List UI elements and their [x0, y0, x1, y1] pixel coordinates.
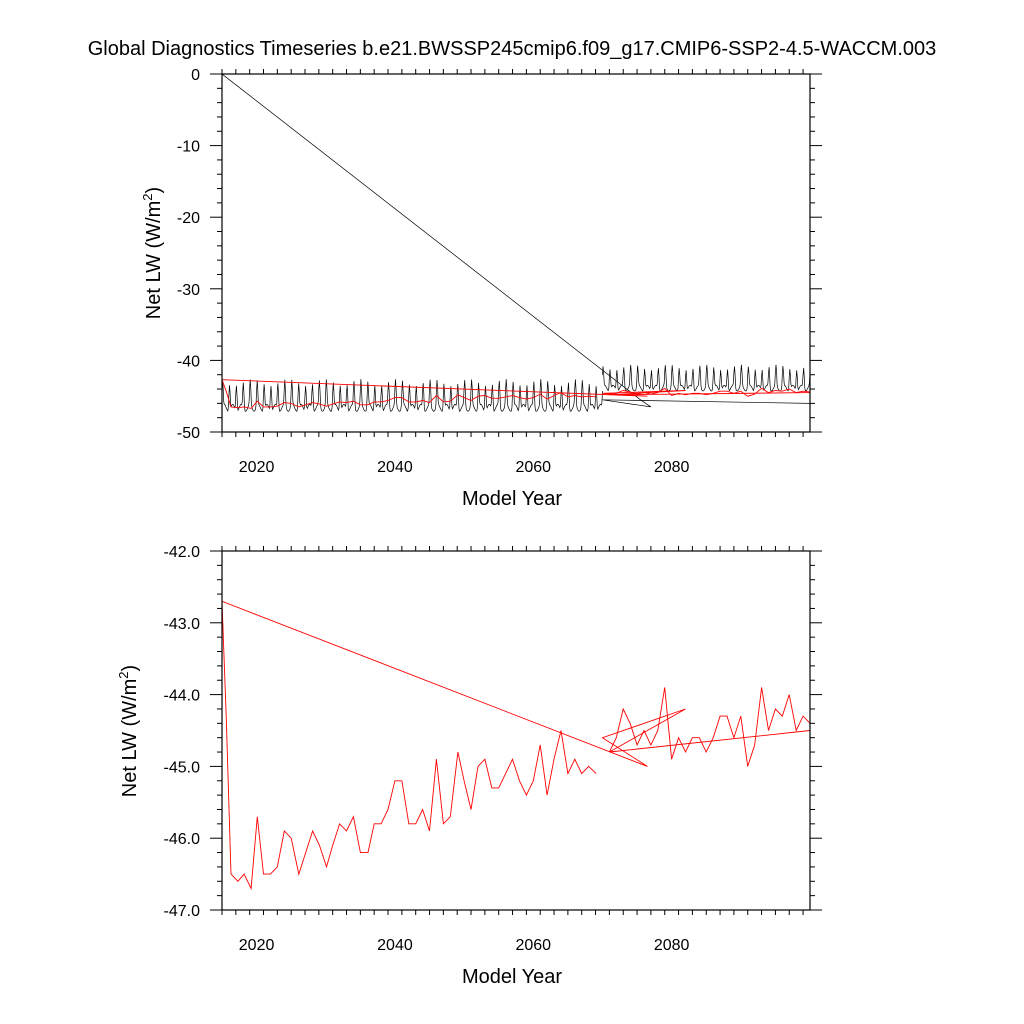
x-tick-label: 2080 [654, 937, 690, 954]
bottom-panel-y-axis-label: Net LW (W/m2) [116, 665, 141, 797]
y-tick-label: -44.0 [164, 688, 201, 705]
top-panel-frame [221, 73, 811, 433]
annual-series-line-1 [222, 601, 597, 891]
y-tick-label: -40 [177, 353, 200, 370]
bottom-panel-y-axis-label-sup: 2 [116, 671, 131, 678]
y-tick-label: -45.0 [164, 759, 201, 776]
annual-series-line-3 [608, 687, 810, 767]
top-panel: 0 -10 -20 -30 -40 -50 2020 2040 2060 2080 Model … [140, 67, 822, 510]
y-tick-label: -20 [177, 210, 200, 227]
annual-series-line-2 [222, 600, 810, 767]
x-tick-label: 2040 [377, 459, 413, 476]
bottom-panel-y-axis-label-close: ) [119, 665, 141, 672]
y-tick-label: -43.0 [164, 616, 201, 633]
annual-series-line-3 [609, 387, 810, 397]
top-panel-series [222, 74, 810, 412]
x-tick-label: 2080 [654, 459, 690, 476]
top-panel-ticks [210, 69, 822, 437]
bottom-panel-x-axis-label: Model Year [462, 966, 562, 988]
y-tick-label: -30 [177, 282, 200, 299]
x-tick-label: 2020 [239, 459, 275, 476]
y-tick-label: -10 [177, 139, 200, 156]
y-tick-label: -47.0 [164, 903, 201, 920]
monthly-series-line-2 [602, 364, 810, 392]
bottom-panel: -42.0-43.0-44.0-45.0-46.0-47.0 2020 2040 2… [116, 544, 822, 988]
bottom-panel-ticks [210, 546, 822, 915]
annual-series-line-1 [222, 379, 597, 409]
annual-series-line-2 [222, 379, 810, 397]
y-tick-label: -50 [177, 425, 200, 442]
monthly-series-connector [222, 74, 810, 408]
x-tick-label: 2060 [515, 937, 551, 954]
bottom-panel-frame [221, 550, 811, 911]
top-panel-y-axis-label-close: ) [143, 187, 165, 194]
monthly-series-line-1 [222, 379, 603, 412]
bottom-panel-x-tick-labels: 2020 2040 2060 2080 [239, 937, 690, 954]
bottom-panel-series [222, 600, 810, 891]
bottom-panel-y-tick-labels: -42.0 -43.0 -44.0 -45.0 -46.0 -47.0 [164, 544, 201, 920]
top-panel-x-tick-labels: 2020 2040 2060 2080 [239, 459, 690, 476]
top-panel-y-axis-label: Net LW (W/m2) [140, 187, 165, 319]
y-tick-label: -42.0 [164, 544, 201, 561]
top-panel-y-axis-label-main: Net LW (W/m [143, 201, 165, 320]
x-tick-label: 2040 [377, 937, 413, 954]
y-tick-label: -46.0 [164, 831, 201, 848]
x-tick-label: 2020 [239, 937, 275, 954]
y-tick-label: 0 [191, 67, 200, 84]
x-tick-label: 2060 [515, 459, 551, 476]
figure-title: Global Diagnostics Timeseries b.e21.BWSS… [88, 38, 937, 60]
top-panel-y-axis-label-sup: 2 [140, 193, 155, 200]
top-panel-y-tick-labels: 0 -10 -20 -30 -40 -50 [177, 67, 200, 442]
bottom-panel-y-axis-label-main: Net LW (W/m [119, 679, 141, 798]
top-panel-x-axis-label: Model Year [462, 488, 562, 510]
